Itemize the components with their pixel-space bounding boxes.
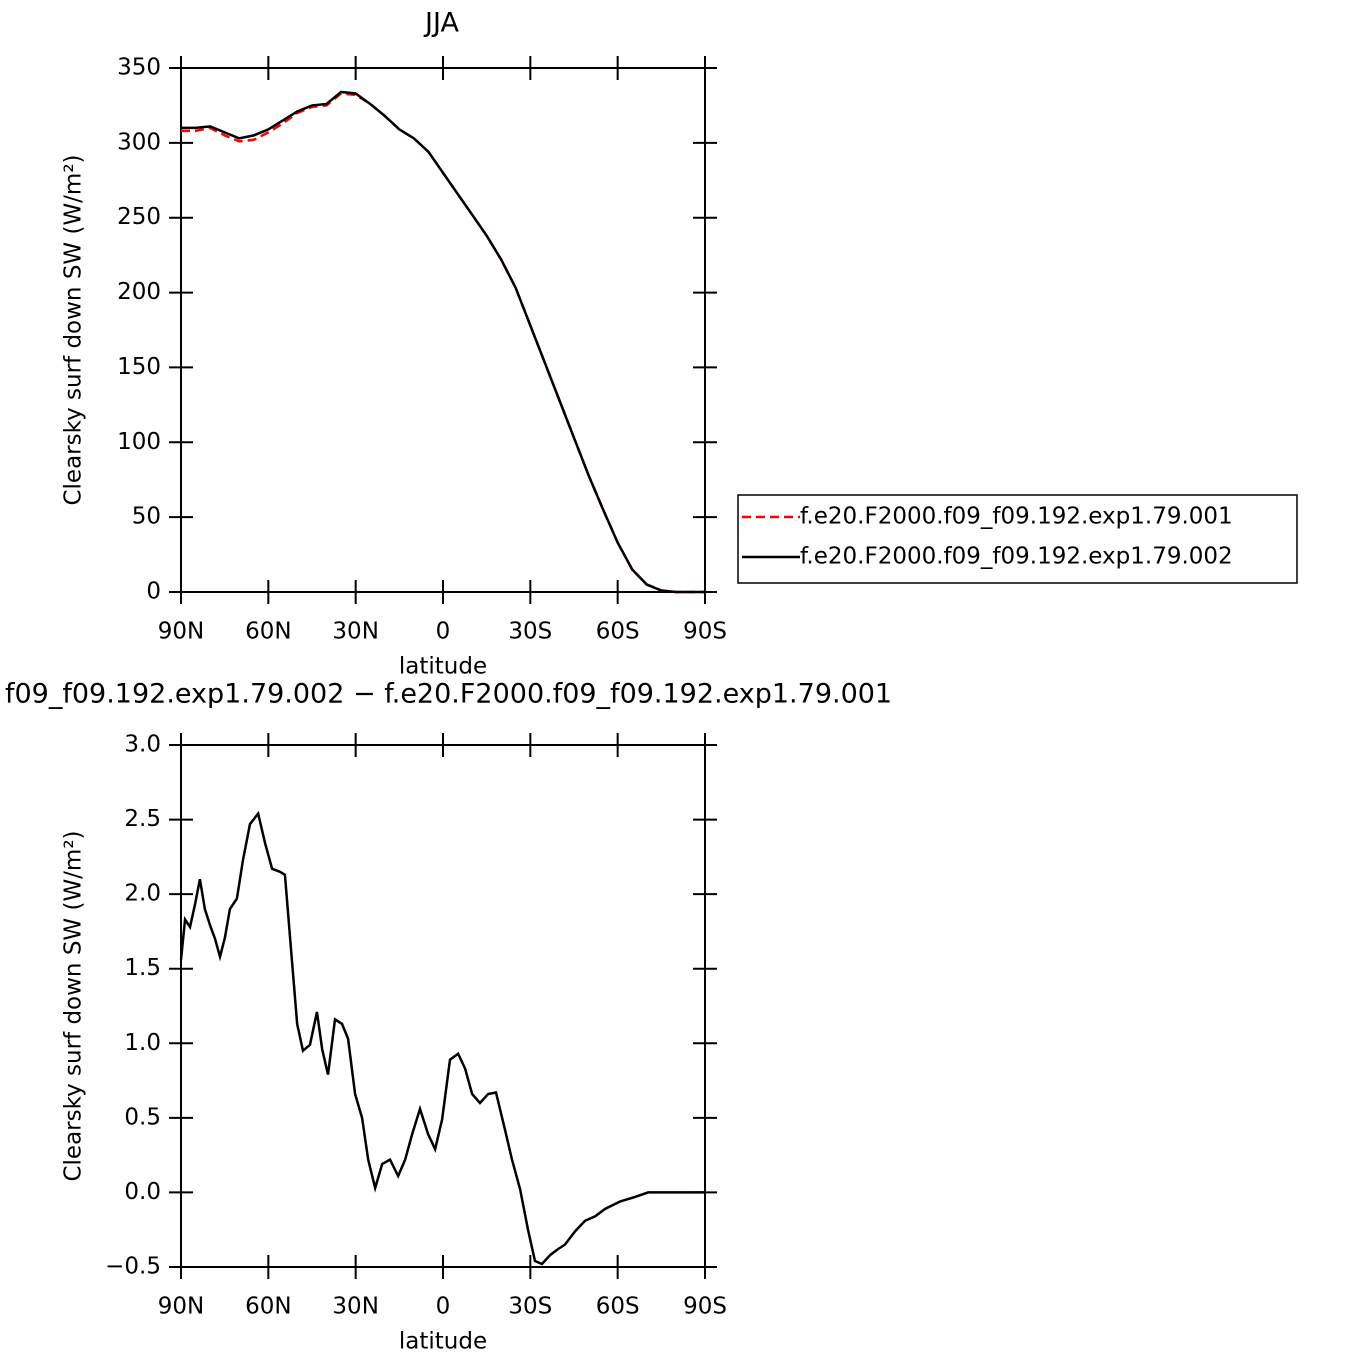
legend-box xyxy=(737,494,1298,584)
y-tick-label: 200 xyxy=(117,279,161,305)
y-tick-label: 100 xyxy=(117,429,161,455)
x-tick-label: 30N xyxy=(332,619,378,645)
x-tick-label: 90S xyxy=(683,619,727,645)
legend-label: f.e20.F2000.f09_f09.192.exp1.79.002 xyxy=(800,544,1233,570)
plot-frame xyxy=(180,744,706,1268)
data-line xyxy=(179,810,705,1266)
x-tick-label: 30S xyxy=(508,619,552,645)
y-tick-label: 1.5 xyxy=(124,955,161,981)
y-tick-label: 1.0 xyxy=(124,1030,161,1056)
y-tick-label: 150 xyxy=(117,354,161,380)
x-tick-label: 60S xyxy=(596,1294,640,1320)
y-tick-label: 50 xyxy=(132,504,161,530)
x-tick-label: 60N xyxy=(245,619,291,645)
plot-frame xyxy=(180,67,706,593)
y-tick-label: −0.5 xyxy=(105,1254,161,1280)
data-line xyxy=(181,92,705,594)
y-tick-label: 0.5 xyxy=(124,1104,161,1130)
y-tick-label: 2.5 xyxy=(124,806,161,832)
y-tick-label: 0.0 xyxy=(124,1179,161,1205)
x-tick-label: 0 xyxy=(436,1294,451,1320)
chart-title: JJA xyxy=(423,8,459,39)
x-tick-label: 90N xyxy=(158,1294,204,1320)
y-tick-label: 2.0 xyxy=(124,881,161,907)
x-axis-label: latitude xyxy=(399,654,487,680)
x-tick-label: 90N xyxy=(158,619,204,645)
x-axis-label: latitude xyxy=(399,1329,487,1355)
y-tick-label: 300 xyxy=(117,129,161,155)
x-tick-label: 60N xyxy=(245,1294,291,1320)
y-axis-label: Clearsky surf down SW (W/m²) xyxy=(61,830,87,1181)
x-tick-label: 90S xyxy=(683,1294,727,1320)
y-tick-label: 3.0 xyxy=(124,732,161,758)
x-tick-label: 60S xyxy=(596,619,640,645)
y-axis-label: Clearsky surf down SW (W/m²) xyxy=(61,154,87,505)
chart-title: f09_f09.192.exp1.79.002 − f.e20.F2000.f0… xyxy=(5,679,892,710)
x-tick-label: 0 xyxy=(436,619,451,645)
y-tick-label: 250 xyxy=(117,204,161,230)
legend-label: f.e20.F2000.f09_f09.192.exp1.79.001 xyxy=(800,504,1233,530)
y-tick-label: 0 xyxy=(146,579,161,605)
y-tick-label: 350 xyxy=(117,55,161,81)
x-tick-label: 30S xyxy=(508,1294,552,1320)
x-tick-label: 30N xyxy=(332,1294,378,1320)
data-line xyxy=(181,90,705,594)
